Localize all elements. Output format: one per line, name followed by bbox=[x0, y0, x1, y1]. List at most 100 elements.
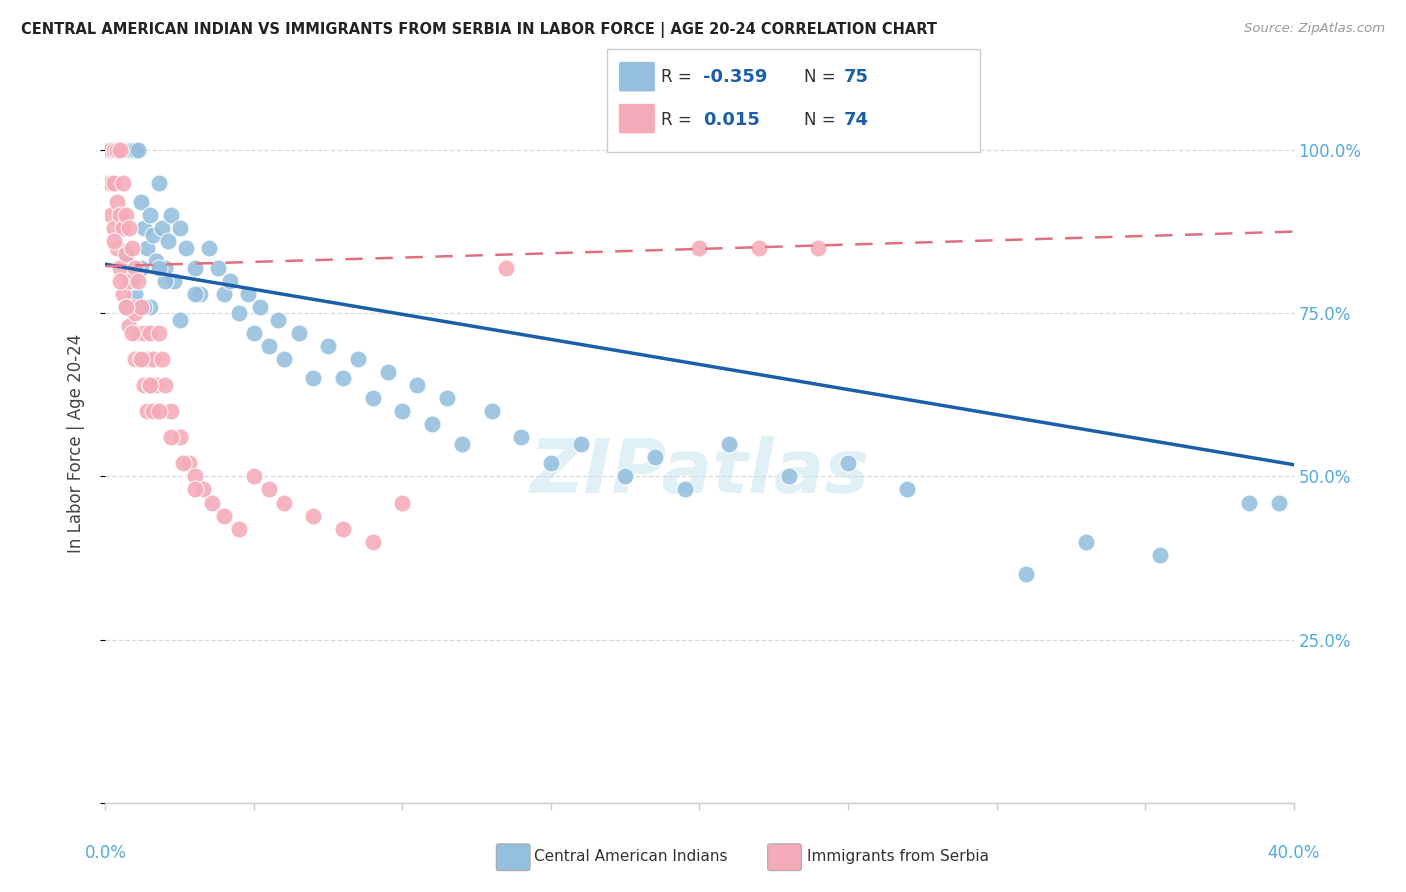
Point bbox=[156, 235, 179, 249]
Point bbox=[153, 378, 176, 392]
Point bbox=[177, 456, 200, 470]
Point bbox=[201, 495, 224, 509]
Point bbox=[112, 176, 135, 190]
Point bbox=[148, 404, 170, 418]
Point bbox=[159, 208, 181, 222]
Point bbox=[139, 378, 162, 392]
Point bbox=[214, 508, 236, 523]
Point bbox=[257, 483, 280, 497]
Point bbox=[644, 450, 666, 464]
Point bbox=[169, 221, 191, 235]
Point bbox=[103, 143, 125, 157]
Point bbox=[361, 391, 384, 405]
Point bbox=[219, 274, 242, 288]
Point bbox=[127, 326, 149, 340]
Point bbox=[103, 143, 125, 157]
Point bbox=[118, 274, 141, 288]
Point bbox=[145, 254, 167, 268]
Point bbox=[105, 241, 128, 255]
Point bbox=[121, 143, 143, 157]
Point bbox=[837, 456, 859, 470]
Point bbox=[97, 143, 120, 157]
Point bbox=[332, 371, 354, 385]
Point bbox=[124, 143, 146, 157]
Point bbox=[495, 260, 517, 275]
Point bbox=[228, 306, 250, 320]
Point bbox=[673, 483, 696, 497]
Point bbox=[121, 274, 143, 288]
Point bbox=[100, 176, 122, 190]
Point bbox=[112, 286, 135, 301]
Point bbox=[249, 300, 271, 314]
Point bbox=[153, 274, 176, 288]
Point bbox=[121, 300, 143, 314]
Point bbox=[481, 404, 503, 418]
Point bbox=[183, 483, 205, 497]
Point bbox=[214, 286, 236, 301]
Point bbox=[110, 274, 132, 288]
Point bbox=[183, 286, 205, 301]
Point bbox=[142, 227, 165, 242]
Text: 0.015: 0.015 bbox=[703, 111, 759, 128]
Text: 40.0%: 40.0% bbox=[1267, 845, 1320, 863]
Point bbox=[105, 195, 128, 210]
Text: CENTRAL AMERICAN INDIAN VS IMMIGRANTS FROM SERBIA IN LABOR FORCE | AGE 20-24 COR: CENTRAL AMERICAN INDIAN VS IMMIGRANTS FR… bbox=[21, 22, 936, 38]
Point bbox=[115, 143, 138, 157]
Point bbox=[391, 495, 413, 509]
Point bbox=[159, 430, 181, 444]
Text: Central American Indians: Central American Indians bbox=[534, 849, 728, 863]
Point bbox=[145, 378, 167, 392]
Point bbox=[193, 483, 215, 497]
Point bbox=[124, 260, 146, 275]
Point bbox=[132, 221, 155, 235]
Point bbox=[132, 300, 155, 314]
Point bbox=[718, 437, 741, 451]
Point bbox=[302, 371, 325, 385]
Point bbox=[110, 208, 132, 222]
Point bbox=[118, 143, 141, 157]
Point bbox=[1015, 567, 1038, 582]
Point bbox=[97, 143, 120, 157]
Point bbox=[105, 143, 128, 157]
Point bbox=[103, 235, 125, 249]
Point bbox=[112, 143, 135, 157]
Point bbox=[1074, 534, 1097, 549]
Point bbox=[257, 339, 280, 353]
Point bbox=[569, 437, 592, 451]
Text: R =: R = bbox=[661, 111, 702, 128]
Point bbox=[110, 143, 132, 157]
Point bbox=[150, 351, 173, 366]
Point bbox=[287, 326, 309, 340]
Point bbox=[142, 404, 165, 418]
Point bbox=[361, 534, 384, 549]
Point bbox=[169, 312, 191, 326]
Point bbox=[198, 241, 221, 255]
Point bbox=[118, 221, 141, 235]
Point bbox=[347, 351, 370, 366]
Text: 74: 74 bbox=[844, 111, 869, 128]
Point bbox=[807, 241, 830, 255]
Point bbox=[1149, 548, 1171, 562]
Point bbox=[100, 143, 122, 157]
Point bbox=[129, 351, 152, 366]
Point bbox=[159, 404, 181, 418]
Point bbox=[748, 241, 770, 255]
Point bbox=[139, 326, 162, 340]
Point bbox=[136, 241, 159, 255]
Text: R =: R = bbox=[661, 68, 697, 86]
Point bbox=[163, 274, 186, 288]
Point bbox=[150, 221, 173, 235]
Text: N =: N = bbox=[804, 68, 841, 86]
Point bbox=[183, 260, 205, 275]
Point bbox=[420, 417, 443, 432]
Point bbox=[121, 241, 143, 255]
Point bbox=[124, 286, 146, 301]
Point bbox=[172, 456, 194, 470]
Point bbox=[136, 351, 159, 366]
Point bbox=[124, 306, 146, 320]
Point bbox=[100, 143, 122, 157]
Point bbox=[391, 404, 413, 418]
Point bbox=[273, 495, 295, 509]
Point bbox=[129, 351, 152, 366]
Point bbox=[103, 221, 125, 235]
